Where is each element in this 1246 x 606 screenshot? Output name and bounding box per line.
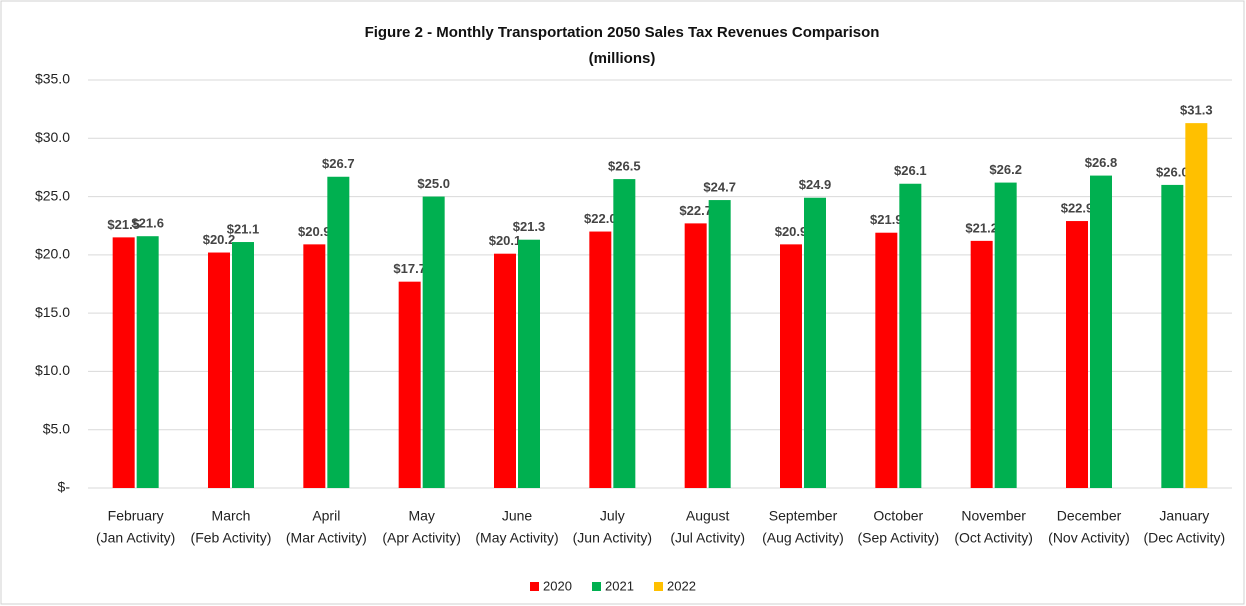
x-tick-label: (Jun Activity) <box>573 530 652 546</box>
x-tick-label: March <box>212 508 251 524</box>
value-label: $20.9 <box>298 224 331 239</box>
x-tick-label: December <box>1057 508 1122 524</box>
legend-label: 2020 <box>543 578 572 593</box>
x-tick-label: (Dec Activity) <box>1143 530 1225 546</box>
value-label: $22.9 <box>1061 200 1094 215</box>
value-label: $21.6 <box>131 216 164 231</box>
x-tick-label: (May Activity) <box>475 530 558 546</box>
y-tick-label: $5.0 <box>43 420 70 436</box>
y-tick-label: $15.0 <box>35 304 70 320</box>
value-label: $26.1 <box>894 163 927 178</box>
legend-swatch <box>530 582 539 591</box>
legend-label: 2021 <box>605 578 634 593</box>
x-tick-label: (Feb Activity) <box>191 530 272 546</box>
bar <box>518 239 540 488</box>
value-label: $21.2 <box>965 220 998 235</box>
bar <box>1161 184 1184 488</box>
x-tick-label: (Mar Activity) <box>286 530 367 546</box>
bar <box>708 200 731 488</box>
value-label: $21.1 <box>227 221 260 236</box>
bar <box>303 244 326 488</box>
value-label: $20.9 <box>775 224 808 239</box>
legend-swatch <box>592 582 601 591</box>
bar <box>208 252 230 488</box>
x-tick-label: October <box>873 508 923 524</box>
value-label: $20.1 <box>489 233 522 248</box>
value-label: $22.7 <box>679 203 712 218</box>
x-tick-label: (Apr Activity) <box>382 530 461 546</box>
bar <box>994 182 1017 488</box>
x-tick-label: September <box>769 508 838 524</box>
y-tick-label: $25.0 <box>35 187 70 203</box>
x-tick-label: (Sep Activity) <box>857 530 939 546</box>
value-label: $26.7 <box>322 156 355 171</box>
x-tick-label: February <box>108 508 164 524</box>
bar <box>780 244 802 488</box>
y-tick-label: $30.0 <box>35 129 70 145</box>
chart-subtitle: (millions) <box>589 50 656 67</box>
bar <box>232 242 254 488</box>
bar <box>398 281 421 488</box>
x-tick-label: (Jul Activity) <box>670 530 745 546</box>
value-label: $22.0 <box>584 211 617 226</box>
value-label: $31.3 <box>1180 103 1213 118</box>
x-tick-label: (Oct Activity) <box>954 530 1033 546</box>
bar <box>136 236 159 488</box>
value-label: $20.2 <box>203 232 236 247</box>
value-label: $26.2 <box>989 162 1022 177</box>
legend-label: 2022 <box>667 578 696 593</box>
value-label: $24.7 <box>703 180 736 195</box>
value-label: $26.0 <box>1156 164 1189 179</box>
y-tick-label: $- <box>58 479 71 495</box>
x-tick-label: (Aug Activity) <box>762 530 844 546</box>
x-tick-label: (Nov Activity) <box>1048 530 1130 546</box>
bar <box>494 253 516 488</box>
x-tick-label: (Jan Activity) <box>96 530 175 546</box>
value-label: $26.8 <box>1085 155 1118 170</box>
x-tick-label: June <box>502 508 533 524</box>
x-tick-label: May <box>408 508 434 524</box>
bar <box>875 232 898 488</box>
x-tick-label: August <box>686 508 730 524</box>
chart-title: Figure 2 - Monthly Transportation 2050 S… <box>365 24 880 41</box>
value-label: $21.9 <box>870 212 903 227</box>
value-label: $21.3 <box>513 219 546 234</box>
bar <box>1185 123 1208 488</box>
bar <box>112 237 135 488</box>
bar <box>970 240 993 488</box>
y-tick-label: $35.0 <box>35 71 70 87</box>
value-label: $21.5 <box>107 217 140 232</box>
legend-swatch <box>654 582 663 591</box>
bar <box>589 231 612 489</box>
value-label: $25.0 <box>417 176 450 191</box>
y-tick-label: $20.0 <box>35 246 70 262</box>
bar <box>804 197 826 489</box>
x-tick-label: July <box>600 508 625 524</box>
y-tick-label: $10.0 <box>35 362 70 378</box>
value-label: $24.9 <box>799 177 832 192</box>
bar <box>684 223 707 488</box>
bar <box>899 183 922 488</box>
bar <box>613 179 636 489</box>
bar <box>1066 221 1088 488</box>
x-tick-label: November <box>961 508 1026 524</box>
bar <box>1090 175 1112 489</box>
x-tick-label: April <box>312 508 340 524</box>
value-label: $26.5 <box>608 159 641 174</box>
bar <box>327 176 350 489</box>
bar <box>422 196 445 489</box>
x-tick-label: January <box>1159 508 1209 524</box>
value-label: $17.7 <box>393 261 426 276</box>
